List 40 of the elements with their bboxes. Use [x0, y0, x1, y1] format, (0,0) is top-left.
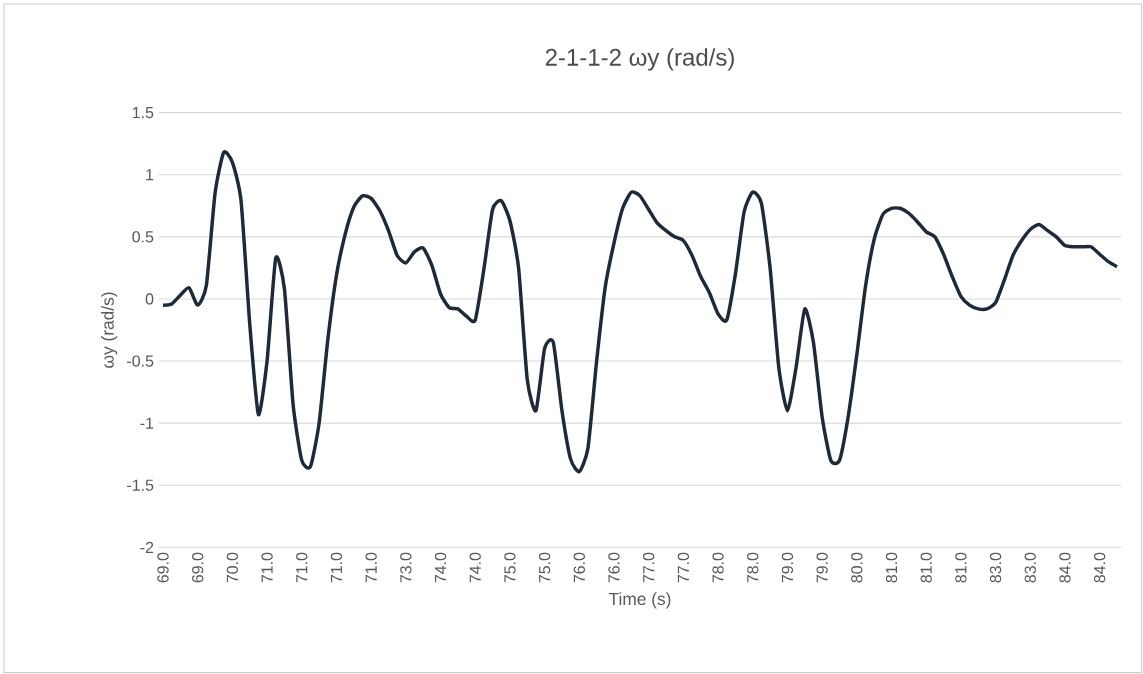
chart-title: 2-1-1-2 ωy (rad/s): [545, 48, 734, 71]
y-tick-label: 1: [146, 169, 154, 181]
y-tick-label: -0.5: [127, 355, 154, 367]
x-tick-label: 77.0: [677, 552, 690, 583]
x-tick-label: 78.0: [747, 552, 759, 583]
y-tick-label: 0.5: [132, 231, 154, 243]
x-tick-label: 71.0: [365, 552, 377, 583]
y-tick-label: 0: [145, 293, 154, 305]
x-tick-label: 81.0: [885, 552, 898, 583]
x-tick-label: 81.0: [920, 552, 932, 583]
x-tick-label: 75.0: [538, 552, 551, 583]
x-tick-label: 69.0: [192, 552, 204, 583]
x-tick-label: 74.0: [469, 552, 481, 583]
x-tick-label: 80.0: [851, 552, 863, 583]
y-tick-label: 1.5: [132, 107, 154, 119]
x-tick-label: 71.0: [296, 552, 308, 583]
y-tick-label: -1: [140, 417, 154, 429]
x-axis-title: Time (s): [608, 592, 671, 609]
x-tick-label: 79.0: [816, 552, 828, 583]
x-tick-label: 81.0: [955, 552, 967, 583]
y-axis-title: ωy (rad/s): [101, 292, 118, 368]
x-tick-label: 76.0: [608, 552, 620, 583]
x-tick-label: 73.0: [400, 552, 412, 583]
x-tick-label: 79.0: [781, 552, 794, 583]
x-tick-label: 84.0: [1093, 552, 1106, 583]
x-tick-label: 83.0: [989, 552, 1002, 583]
x-tick-label: 83.0: [1024, 552, 1036, 583]
x-tick-label: 74.0: [434, 552, 447, 583]
x-tick-label: 75.0: [504, 552, 516, 583]
x-tick-label: 76.0: [573, 552, 585, 583]
y-tick-label: -1.5: [127, 479, 154, 491]
y-tick-label: -2: [140, 541, 154, 553]
x-tick-label: 71.0: [261, 552, 273, 583]
x-tick-label: 78.0: [712, 552, 724, 583]
x-tick-label: 69.0: [157, 552, 169, 583]
line-series: [161, 150, 1119, 474]
x-tick-label: 77.0: [643, 552, 655, 583]
x-tick-label: 70.0: [226, 552, 239, 583]
x-tick-label: 84.0: [1059, 552, 1071, 583]
x-tick-label: 71.0: [330, 552, 343, 583]
